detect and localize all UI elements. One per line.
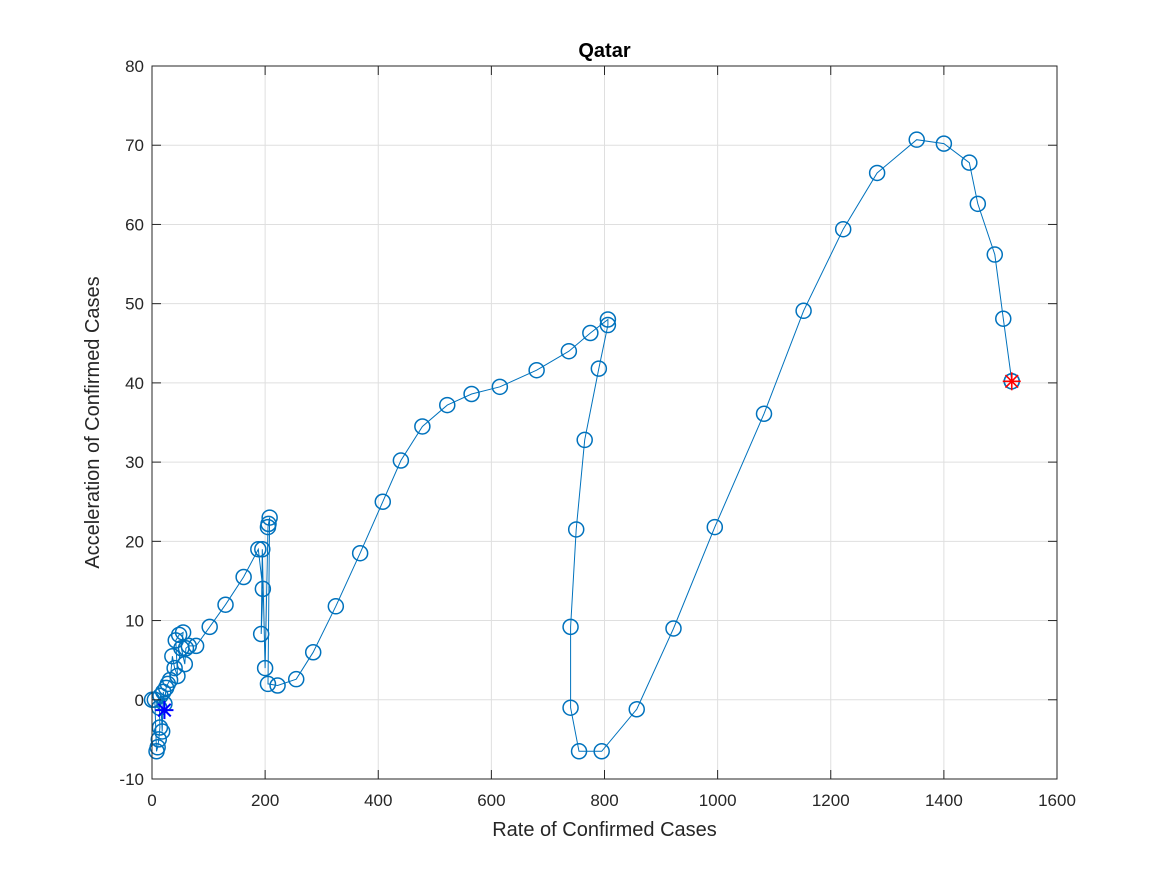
data-point bbox=[665, 620, 682, 637]
data-point bbox=[217, 596, 234, 613]
data-point bbox=[252, 625, 270, 643]
x-axis-ticks: 0 200 400 600 800 1000 1200 1400 1600 bbox=[147, 66, 1076, 810]
data-point bbox=[463, 385, 480, 403]
data-point bbox=[986, 246, 1004, 263]
data-point bbox=[969, 195, 987, 213]
start-marker bbox=[155, 701, 174, 720]
data-point bbox=[235, 568, 252, 586]
y-tick-label: 10 bbox=[125, 612, 144, 631]
data-point bbox=[491, 378, 509, 396]
data-point bbox=[908, 131, 925, 148]
data-point bbox=[570, 743, 588, 760]
data-point bbox=[153, 723, 171, 740]
x-tick-label: 400 bbox=[364, 791, 392, 810]
data-point bbox=[562, 618, 579, 636]
data-point bbox=[576, 431, 593, 449]
data-point bbox=[250, 541, 267, 558]
data-point bbox=[593, 743, 610, 760]
highlight-markers bbox=[155, 372, 1021, 720]
data-point bbox=[567, 521, 585, 538]
x-axis-title: Rate of Confirmed Cases bbox=[492, 819, 717, 841]
y-tick-label: 0 bbox=[135, 691, 144, 710]
data-point bbox=[269, 677, 286, 694]
end-marker bbox=[1002, 372, 1021, 391]
x-tick-label: 600 bbox=[477, 791, 505, 810]
y-tick-label: 30 bbox=[125, 453, 144, 472]
data-point bbox=[755, 405, 773, 423]
data-point bbox=[149, 739, 166, 756]
data-point bbox=[706, 518, 724, 536]
y-tick-label: -10 bbox=[119, 770, 144, 789]
y-tick-label: 80 bbox=[125, 57, 144, 76]
x-tick-label: 800 bbox=[590, 791, 618, 810]
data-point bbox=[166, 659, 183, 677]
data-point bbox=[560, 342, 578, 360]
data-point bbox=[261, 509, 278, 526]
end-marker-stroke bbox=[1004, 374, 1019, 389]
data-point bbox=[327, 598, 345, 615]
data-point bbox=[254, 580, 272, 598]
data-point bbox=[374, 493, 392, 510]
data-point bbox=[590, 360, 608, 377]
data-point bbox=[256, 659, 274, 677]
y-tick-label: 60 bbox=[125, 215, 144, 234]
data-point bbox=[961, 154, 978, 171]
data-point bbox=[995, 310, 1012, 327]
data-point bbox=[176, 655, 194, 673]
x-tick-label: 200 bbox=[251, 791, 279, 810]
y-axis-title: Acceleration of Confirmed Cases bbox=[82, 276, 104, 568]
data-point bbox=[528, 361, 545, 379]
data-point bbox=[170, 626, 188, 644]
data-series bbox=[143, 131, 1020, 760]
data-point bbox=[187, 637, 205, 655]
y-tick-label: 50 bbox=[125, 295, 144, 314]
data-point bbox=[834, 220, 852, 238]
data-point bbox=[351, 544, 369, 562]
x-tick-label: 1000 bbox=[699, 791, 737, 810]
data-point bbox=[439, 396, 456, 414]
x-tick-label: 1400 bbox=[925, 791, 963, 810]
data-point bbox=[177, 640, 195, 657]
data-point bbox=[169, 667, 186, 685]
data-point bbox=[414, 418, 431, 435]
x-tick-label: 1600 bbox=[1038, 791, 1076, 810]
data-point bbox=[392, 452, 410, 469]
data-point bbox=[935, 135, 953, 152]
start-marker-stroke bbox=[157, 703, 172, 718]
data-point bbox=[795, 302, 812, 320]
series-line bbox=[152, 139, 1013, 752]
data-point bbox=[260, 515, 277, 533]
y-tick-label: 70 bbox=[125, 136, 144, 155]
data-point bbox=[304, 643, 322, 661]
data-point bbox=[287, 670, 305, 688]
data-point bbox=[180, 637, 198, 655]
data-point bbox=[201, 618, 218, 636]
y-tick-label: 20 bbox=[125, 532, 144, 551]
y-tick-label: 40 bbox=[125, 374, 144, 393]
data-point bbox=[254, 541, 271, 558]
y-axis-ticks: -10 0 10 20 30 40 50 60 70 80 bbox=[119, 57, 1057, 789]
x-tick-label: 1200 bbox=[812, 791, 850, 810]
data-point bbox=[868, 164, 886, 182]
chart-title: Qatar bbox=[578, 40, 630, 62]
data-point bbox=[582, 324, 599, 342]
data-point bbox=[259, 675, 277, 693]
data-point bbox=[599, 311, 617, 328]
data-point bbox=[150, 731, 168, 748]
x-tick-label: 0 bbox=[147, 791, 156, 810]
data-point bbox=[599, 316, 617, 334]
data-point bbox=[562, 699, 579, 716]
data-point bbox=[628, 701, 645, 718]
